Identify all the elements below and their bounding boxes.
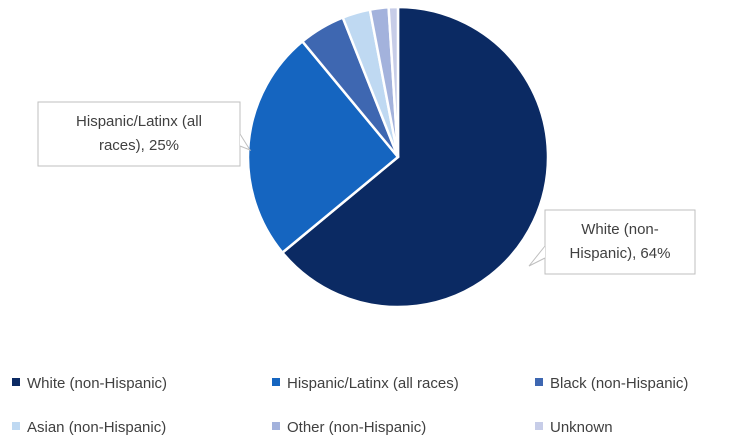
legend-swatch: [12, 422, 20, 430]
callout-pointer: [528, 245, 546, 267]
legend-swatch: [272, 378, 280, 386]
legend-item-other-non-hispanic: Other (non-Hispanic): [272, 419, 426, 436]
callout-box: [544, 209, 696, 275]
data-label-line: White (non-: [581, 221, 659, 238]
legend-item-unknown: Unknown: [535, 419, 613, 436]
legend-swatch: [535, 422, 543, 430]
legend-item-hispanic-latinx-all-races: Hispanic/Latinx (all races): [272, 375, 459, 392]
legend-label: Asian (non-Hispanic): [27, 419, 166, 436]
legend-label: White (non-Hispanic): [27, 375, 167, 392]
data-label-line: races), 25%: [99, 137, 179, 154]
chart-legend: White (non-Hispanic) Hispanic/Latinx (all…: [12, 375, 688, 436]
legend-item-black-non-hispanic: Black (non-Hispanic): [535, 375, 688, 392]
legend-label: Unknown: [550, 419, 613, 436]
data-label-callouts: White (non- Hispanic), 64% Hispanic/Latinx…: [37, 101, 696, 275]
legend-swatch: [535, 378, 543, 386]
legend-swatch: [272, 422, 280, 430]
callout-pointer: [239, 133, 252, 152]
legend-label: Black (non-Hispanic): [550, 375, 688, 392]
pie-slice-unknown: [387, 5, 400, 159]
legend-label: Other (non-Hispanic): [287, 419, 426, 436]
legend-label: Hispanic/Latinx (all races): [287, 375, 459, 392]
callout-box: [37, 101, 241, 167]
data-label-white-non-hispanic: White (non- Hispanic), 64%: [528, 209, 696, 275]
legend-swatch: [12, 378, 20, 386]
data-label-line: Hispanic), 64%: [570, 245, 671, 262]
legend-item-asian-non-hispanic: Asian (non-Hispanic): [12, 419, 166, 436]
pie-slice-white-non-hispanic: [281, 5, 550, 309]
pie-slice-hispanic-latinx-all-races: [246, 40, 400, 254]
legend-item-white-non-hispanic: White (non-Hispanic): [12, 375, 167, 392]
data-label-hispanic-latinx-all-races: Hispanic/Latinx (all races), 25%: [37, 101, 252, 167]
data-label-line: Hispanic/Latinx (all: [76, 113, 202, 130]
pie-slices: [246, 5, 550, 309]
